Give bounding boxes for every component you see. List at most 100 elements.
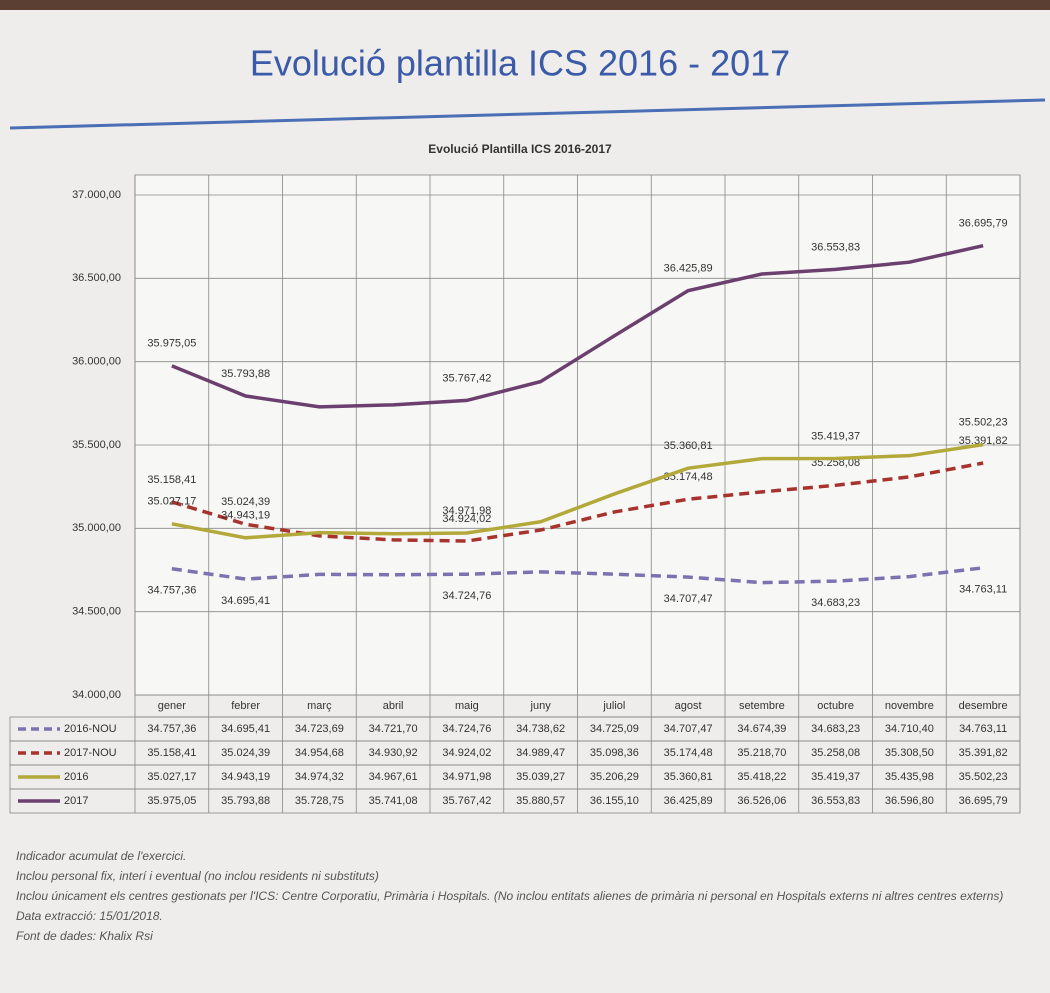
chart-title: Evolució Plantilla ICS 2016-2017 bbox=[428, 142, 612, 156]
table-cell: 35.098,36 bbox=[590, 747, 639, 759]
table-cell: 34.723,69 bbox=[295, 723, 344, 735]
legend-label: 2017 bbox=[64, 795, 88, 807]
table-cell: 34.725,09 bbox=[590, 723, 639, 735]
data-label: 35.027,17 bbox=[147, 496, 196, 508]
note: Inclou únicament els centres gestionats … bbox=[16, 886, 1026, 906]
y-tick-label: 37.000,00 bbox=[72, 189, 121, 201]
data-label: 34.971,98 bbox=[442, 505, 491, 517]
data-label: 35.158,41 bbox=[147, 474, 196, 486]
table-cell: 34.757,36 bbox=[147, 723, 196, 735]
table-cell: 36.155,10 bbox=[590, 795, 639, 807]
x-tick-label: setembre bbox=[739, 700, 785, 712]
table-cell: 35.158,41 bbox=[147, 747, 196, 759]
table-cell: 36.596,80 bbox=[885, 795, 934, 807]
table-cell: 35.027,17 bbox=[147, 771, 196, 783]
table-cell: 34.738,62 bbox=[516, 723, 565, 735]
table-cell: 34.724,76 bbox=[442, 723, 491, 735]
table-cell: 35.308,50 bbox=[885, 747, 934, 759]
top-edge bbox=[0, 0, 1050, 10]
table-cell: 34.989,47 bbox=[516, 747, 565, 759]
x-tick-label: juny bbox=[530, 700, 552, 712]
data-label: 34.683,23 bbox=[811, 597, 860, 609]
y-tick-label: 36.000,00 bbox=[72, 356, 121, 368]
x-tick-label: maig bbox=[455, 700, 479, 712]
table-cell: 35.174,48 bbox=[664, 747, 713, 759]
table-cell: 35.360,81 bbox=[664, 771, 713, 783]
slide-title: Evolució plantilla ICS 2016 - 2017 bbox=[250, 43, 790, 84]
table-cell: 34.763,11 bbox=[959, 723, 1007, 735]
table-cell: 34.967,61 bbox=[369, 771, 418, 783]
data-label: 36.425,89 bbox=[664, 263, 713, 275]
table-cell: 35.258,08 bbox=[811, 747, 860, 759]
x-tick-label: octubre bbox=[817, 700, 854, 712]
table-cell: 36.695,79 bbox=[959, 795, 1008, 807]
table-cell: 34.683,23 bbox=[811, 723, 860, 735]
x-tick-label: desembre bbox=[959, 700, 1008, 712]
table-cell: 35.741,08 bbox=[369, 795, 418, 807]
slide: Evolució plantilla ICS 2016 - 2017 Evolu… bbox=[0, 0, 1050, 993]
data-label: 34.757,36 bbox=[147, 585, 196, 597]
table-cell: 36.425,89 bbox=[664, 795, 713, 807]
data-label: 35.024,39 bbox=[221, 496, 270, 508]
data-label: 34.724,76 bbox=[442, 590, 491, 602]
table-cell: 34.954,68 bbox=[295, 747, 344, 759]
data-label: 35.767,42 bbox=[442, 372, 491, 384]
data-label: 36.695,79 bbox=[959, 218, 1008, 230]
table-cell: 35.206,29 bbox=[590, 771, 639, 783]
table-cell: 35.975,05 bbox=[147, 795, 196, 807]
table-cell: 36.526,06 bbox=[737, 795, 786, 807]
table-cell: 35.767,42 bbox=[442, 795, 491, 807]
table-cell: 35.039,27 bbox=[516, 771, 565, 783]
note: Data extracció: 15/01/2018. bbox=[16, 906, 1026, 926]
x-tick-label: abril bbox=[383, 700, 404, 712]
data-label: 35.360,81 bbox=[664, 440, 713, 452]
table-cell: 34.971,98 bbox=[442, 771, 491, 783]
table-cell: 35.419,37 bbox=[811, 771, 860, 783]
x-tick-label: agost bbox=[675, 700, 702, 712]
chart: Evolució plantilla ICS 2016 - 2017 Evolu… bbox=[0, 0, 1050, 840]
table-cell: 34.924,02 bbox=[442, 747, 491, 759]
legend-label: 2017-NOU bbox=[64, 747, 117, 759]
legend-label: 2016-NOU bbox=[64, 723, 117, 735]
table-cell: 35.728,75 bbox=[295, 795, 344, 807]
table-cell: 34.674,39 bbox=[737, 723, 786, 735]
table-cell: 35.218,70 bbox=[737, 747, 786, 759]
x-tick-label: novembre bbox=[885, 700, 934, 712]
table-cell: 34.974,32 bbox=[295, 771, 344, 783]
table-cell: 34.710,40 bbox=[885, 723, 934, 735]
x-tick-label: gener bbox=[158, 700, 186, 712]
title-rule bbox=[10, 100, 1045, 128]
data-label: 34.763,11 bbox=[959, 584, 1007, 596]
table-cell: 35.418,22 bbox=[737, 771, 786, 783]
data-label: 34.943,19 bbox=[221, 510, 270, 522]
table-cell: 34.930,92 bbox=[369, 747, 418, 759]
data-label: 35.975,05 bbox=[147, 338, 196, 350]
note: Inclou personal fix, interí i eventual (… bbox=[16, 866, 1026, 886]
x-tick-label: març bbox=[307, 700, 332, 712]
table-cell: 34.707,47 bbox=[664, 723, 713, 735]
table-cell: 35.880,57 bbox=[516, 795, 565, 807]
table-cell: 34.721,70 bbox=[369, 723, 418, 735]
y-tick-label: 34.000,00 bbox=[72, 689, 121, 701]
legend-label: 2016 bbox=[64, 771, 88, 783]
table-cell: 35.502,23 bbox=[959, 771, 1008, 783]
data-label: 36.553,83 bbox=[811, 241, 860, 253]
note: Indicador acumulat de l'exercici. bbox=[16, 846, 1026, 866]
table-cell: 34.943,19 bbox=[221, 771, 270, 783]
table-cell: 35.391,82 bbox=[959, 747, 1008, 759]
table-cell: 35.793,88 bbox=[221, 795, 270, 807]
data-label: 35.419,37 bbox=[811, 430, 860, 442]
x-tick-label: febrer bbox=[231, 700, 260, 712]
y-tick-label: 36.500,00 bbox=[72, 272, 121, 284]
notes: Indicador acumulat de l'exercici.Inclou … bbox=[16, 846, 1026, 946]
y-tick-label: 35.500,00 bbox=[72, 439, 121, 451]
data-label: 34.695,41 bbox=[221, 595, 270, 607]
table-cell: 34.695,41 bbox=[221, 723, 270, 735]
x-tick-label: juliol bbox=[602, 700, 625, 712]
data-label: 35.793,88 bbox=[221, 368, 270, 380]
table-cell: 35.435,98 bbox=[885, 771, 934, 783]
table-cell: 35.024,39 bbox=[221, 747, 270, 759]
data-label: 35.502,23 bbox=[959, 417, 1008, 429]
y-tick-label: 35.000,00 bbox=[72, 522, 121, 534]
data-label: 34.707,47 bbox=[664, 593, 713, 605]
